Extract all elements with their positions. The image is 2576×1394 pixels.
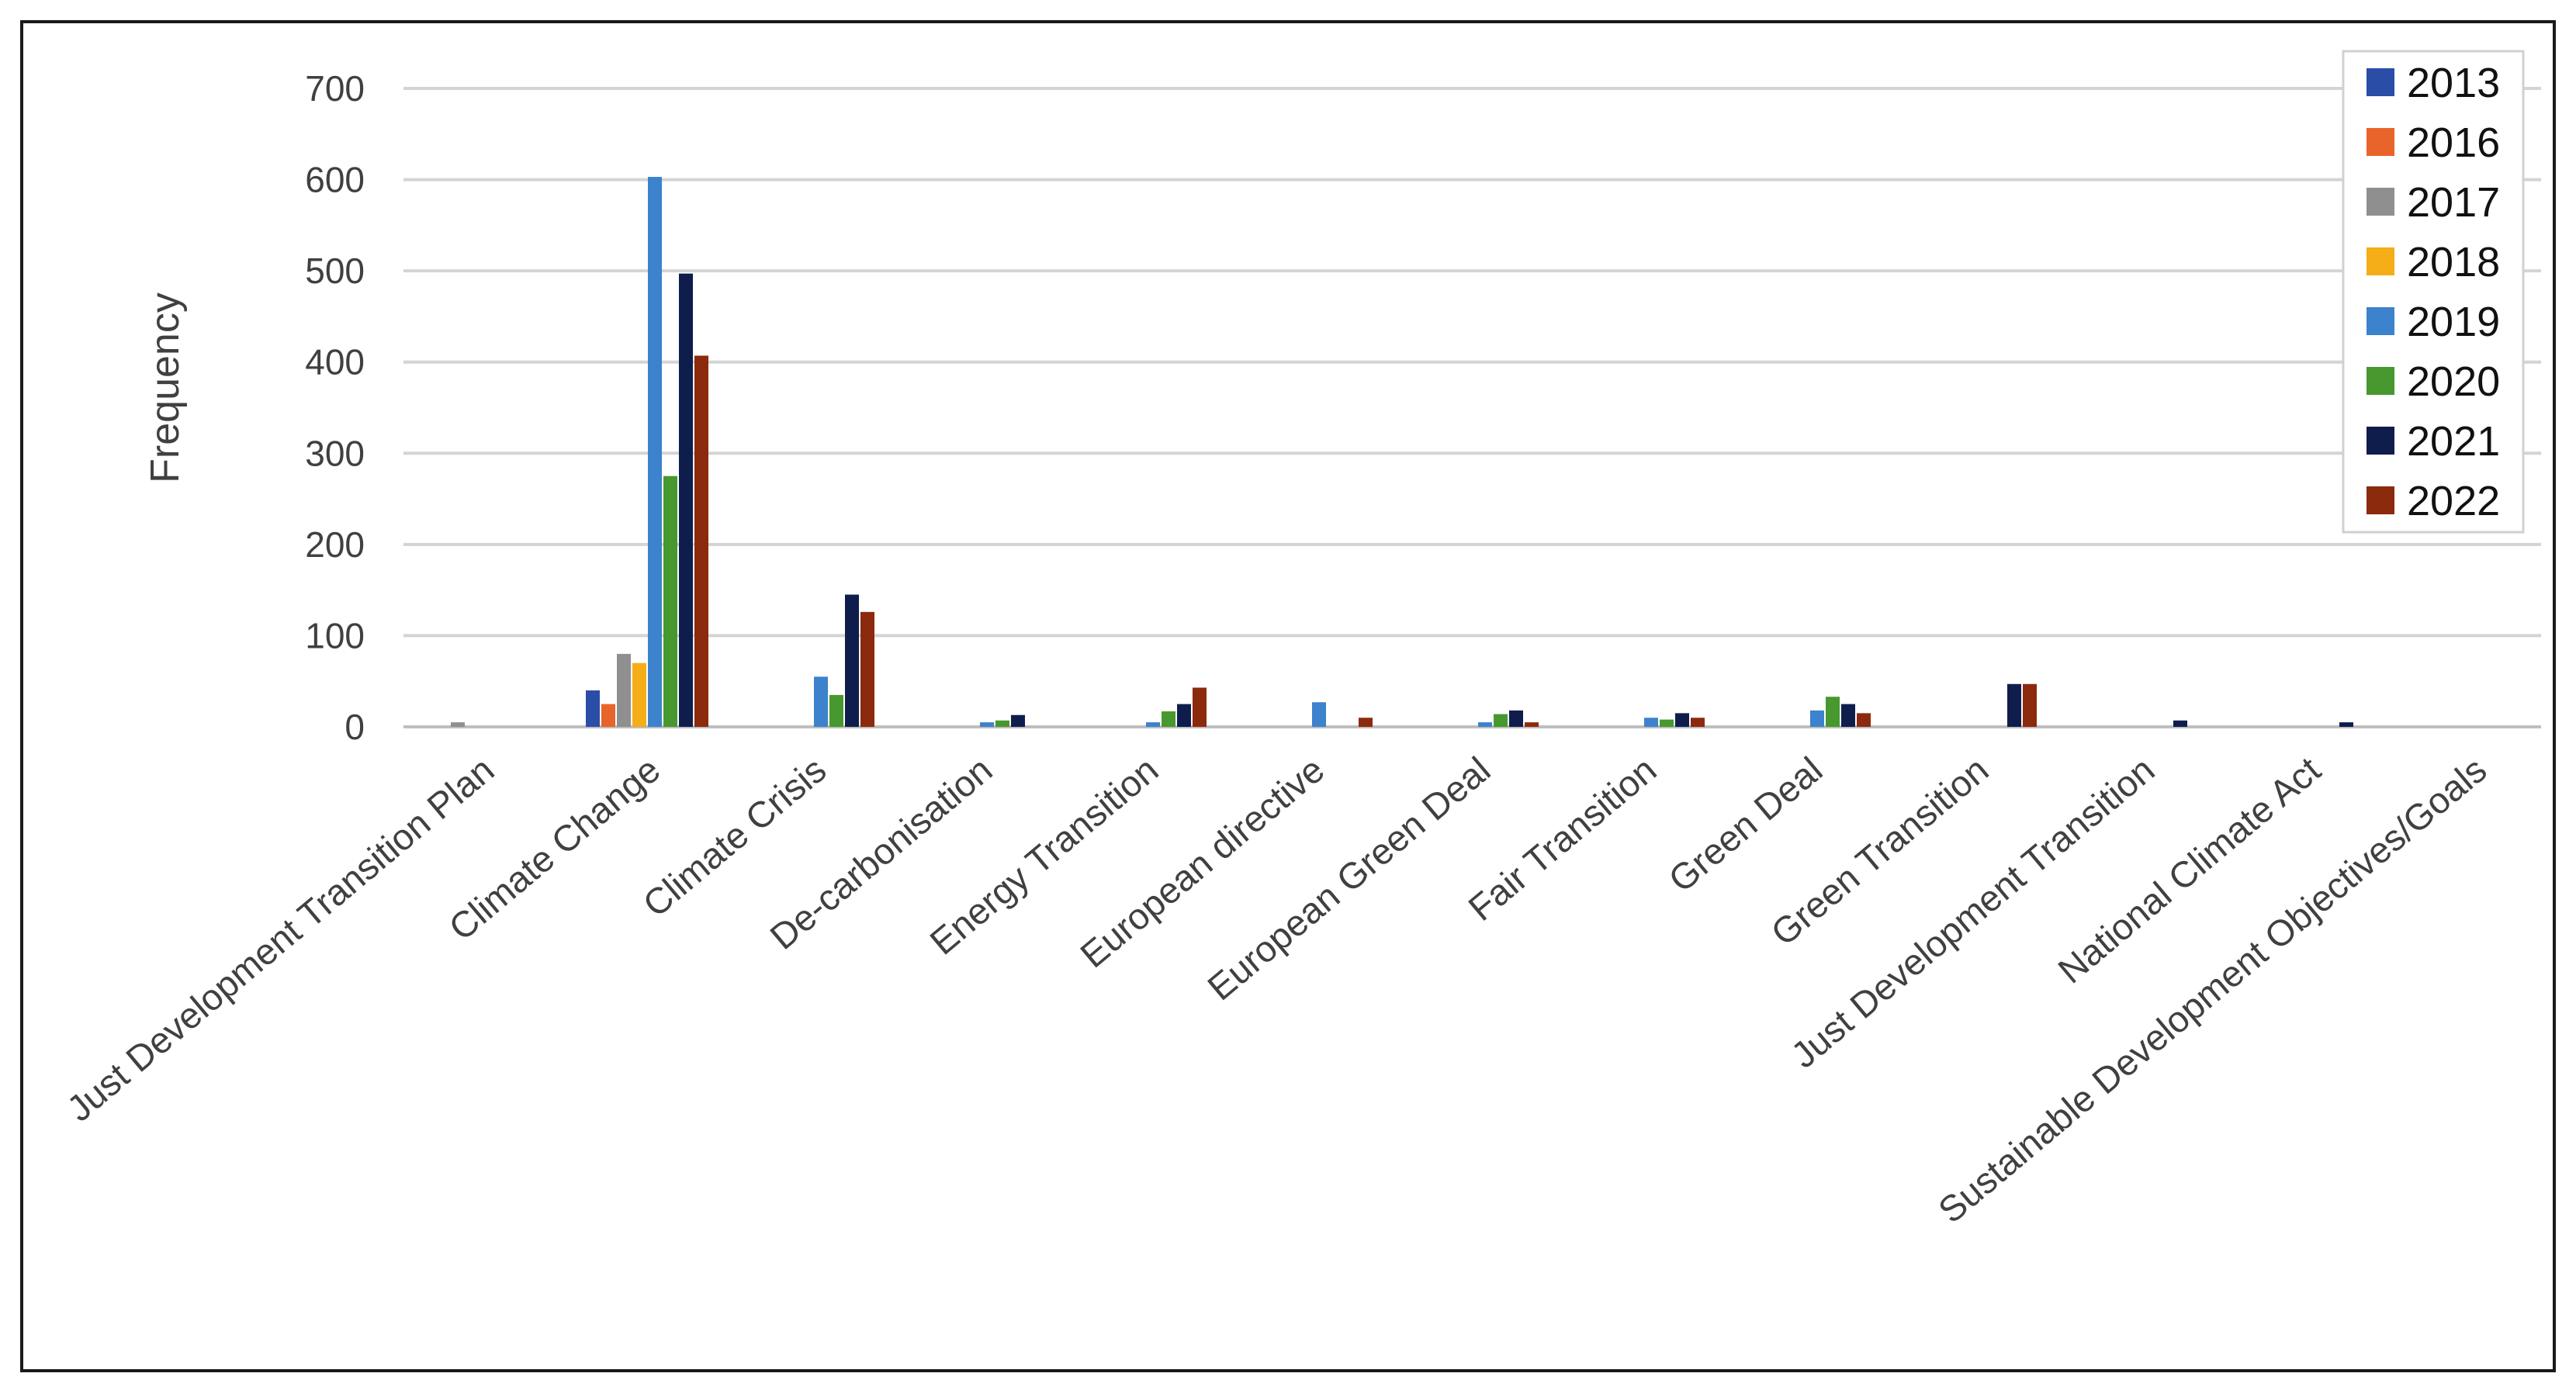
bar xyxy=(1857,713,1871,727)
legend-label: 2018 xyxy=(2407,239,2500,285)
bar xyxy=(1525,722,1539,727)
legend-swatch xyxy=(2367,128,2394,156)
legend-swatch xyxy=(2367,367,2394,395)
bar xyxy=(1509,710,1523,727)
bar xyxy=(845,594,859,727)
bar xyxy=(2173,720,2187,727)
bar-chart: 0 100 200 300 400 500 600 700 Just Development … xyxy=(59,50,2541,1231)
bar xyxy=(601,704,615,727)
bar xyxy=(1146,722,1160,727)
gridlines xyxy=(403,87,2541,728)
bar xyxy=(2007,683,2021,727)
x-category-label: Just Development Transition Plan xyxy=(59,749,501,1129)
bar xyxy=(860,611,874,727)
x-category-labels: Just Development Transition PlanClimate … xyxy=(59,749,2494,1231)
bar xyxy=(1810,710,1824,727)
bar xyxy=(451,722,465,727)
bar xyxy=(586,690,600,727)
bar xyxy=(1478,722,1492,727)
y-tick-label: 700 xyxy=(305,68,365,109)
legend-swatch xyxy=(2367,68,2394,96)
bar xyxy=(995,720,1009,727)
bar xyxy=(1494,714,1508,727)
y-tick-labels: 0 100 200 300 400 500 600 700 xyxy=(305,68,365,747)
bar xyxy=(1826,697,1840,727)
x-category-label: European Green Deal xyxy=(1200,749,1497,1008)
bar xyxy=(1691,718,1705,727)
legend-label: 2019 xyxy=(2407,299,2500,345)
legend-swatch xyxy=(2367,486,2394,514)
legend-label: 2021 xyxy=(2407,418,2500,465)
y-tick-label: 400 xyxy=(305,342,365,382)
bar xyxy=(1312,702,1326,727)
y-tick-label: 600 xyxy=(305,160,365,200)
bar xyxy=(2339,722,2353,727)
bar xyxy=(1359,718,1373,727)
y-tick-label: 300 xyxy=(305,433,365,473)
bar xyxy=(1660,719,1674,727)
y-tick-label: 200 xyxy=(305,524,365,565)
bar xyxy=(814,676,828,727)
y-axis-title: Frequency xyxy=(143,292,188,483)
bar xyxy=(829,694,843,727)
bar xyxy=(1644,718,1658,727)
legend-swatch xyxy=(2367,247,2394,275)
bar xyxy=(2023,683,2037,727)
bar xyxy=(1841,704,1855,727)
bar xyxy=(679,273,693,727)
bar xyxy=(1011,714,1025,727)
bar xyxy=(663,476,677,727)
legend-label: 2022 xyxy=(2407,478,2500,524)
bar xyxy=(617,653,631,727)
y-tick-label: 100 xyxy=(305,615,365,655)
bar xyxy=(1675,713,1689,727)
bar xyxy=(694,355,708,727)
legend-label: 2016 xyxy=(2407,119,2500,166)
legend-label: 2017 xyxy=(2407,179,2500,226)
legend-swatch xyxy=(2367,188,2394,216)
legend-swatch xyxy=(2367,307,2394,335)
bar xyxy=(1177,704,1191,727)
y-tick-label: 0 xyxy=(345,707,365,747)
legend-swatch xyxy=(2367,427,2394,455)
bar xyxy=(1193,687,1207,727)
legend-label: 2013 xyxy=(2407,60,2500,106)
bar xyxy=(980,722,994,727)
bar xyxy=(632,662,646,727)
y-tick-label: 500 xyxy=(305,251,365,291)
bar xyxy=(1162,711,1175,727)
x-category-label: Green Deal xyxy=(1660,749,1830,900)
legend: 2013 2016 2017 2018 2019 2020 2021 2022 xyxy=(2342,50,2525,534)
legend-label: 2020 xyxy=(2407,358,2500,405)
x-category-label: Sustainable Development Objectives/Goals xyxy=(1930,749,2495,1231)
bars xyxy=(451,177,2353,727)
bar xyxy=(648,177,662,727)
chart-frame: 0 100 200 300 400 500 600 700 Just Development … xyxy=(20,20,2556,1372)
